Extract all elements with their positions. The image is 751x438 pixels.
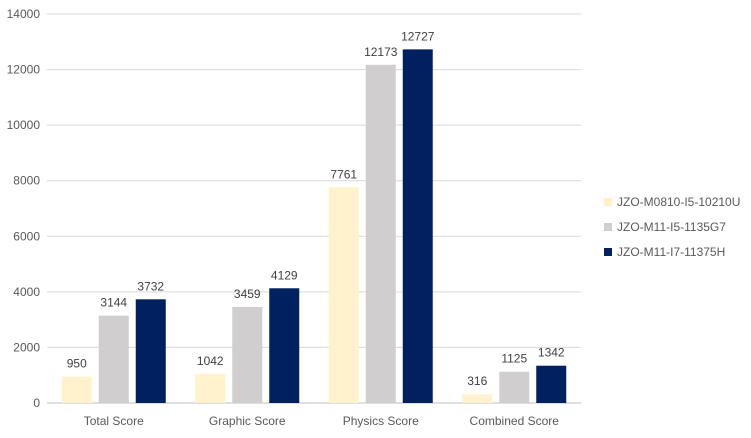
x-axis-ticks: Total Score Graphic Score Physics Score Com… <box>84 414 560 428</box>
y-tick-label: 12000 <box>7 63 41 77</box>
legend-swatch <box>604 248 612 256</box>
legend-label: JZO-M11-I5-1135G7 <box>617 220 726 234</box>
bar <box>61 376 92 403</box>
legend-label: JZO-M11-I7-11375H <box>617 245 725 259</box>
y-tick-label: 4000 <box>13 285 40 299</box>
bar <box>328 187 359 403</box>
data-label: 316 <box>467 374 487 388</box>
x-tick-label: Physics Score <box>343 414 419 428</box>
data-label: 1125 <box>501 352 527 366</box>
x-tick-label: Total Score <box>84 414 144 428</box>
x-tick-label: Graphic Score <box>209 414 286 428</box>
y-tick-label: 2000 <box>13 340 40 354</box>
legend-label: JZO-M0810-I5-10210U <box>617 195 740 209</box>
data-label: 1042 <box>197 354 224 368</box>
bar <box>232 306 263 403</box>
bar <box>269 288 300 403</box>
x-tick-label: Combined Score <box>470 414 560 428</box>
data-label: 3459 <box>234 287 261 301</box>
data-label: 950 <box>67 357 87 371</box>
bar <box>402 49 433 403</box>
y-tick-label: 6000 <box>13 229 40 243</box>
bar <box>536 365 567 403</box>
data-label: 3732 <box>137 279 164 293</box>
bars <box>61 49 567 404</box>
data-label: 4129 <box>271 268 298 282</box>
data-label: 7761 <box>330 167 357 181</box>
data-label: 1342 <box>538 346 565 360</box>
bar <box>499 371 530 403</box>
data-label: 3144 <box>100 296 127 310</box>
legend: JZO-M0810-I5-10210U JZO-M11-I5-1135G7 JZO-… <box>604 195 740 259</box>
y-axis-ticks: 0 2000 4000 6000 8000 10000 12000 14000 <box>7 7 41 410</box>
bar <box>135 299 166 403</box>
y-tick-label: 14000 <box>7 7 41 21</box>
legend-swatch <box>604 198 612 206</box>
bar <box>365 64 396 404</box>
y-tick-label: 8000 <box>13 174 40 188</box>
y-tick-label: 10000 <box>7 118 41 132</box>
data-label: 12727 <box>401 29 435 43</box>
bar <box>195 374 226 403</box>
legend-swatch <box>604 223 612 231</box>
bar <box>98 315 129 403</box>
y-tick-label: 0 <box>33 396 40 410</box>
data-label: 12173 <box>364 45 398 59</box>
bar <box>462 394 493 403</box>
